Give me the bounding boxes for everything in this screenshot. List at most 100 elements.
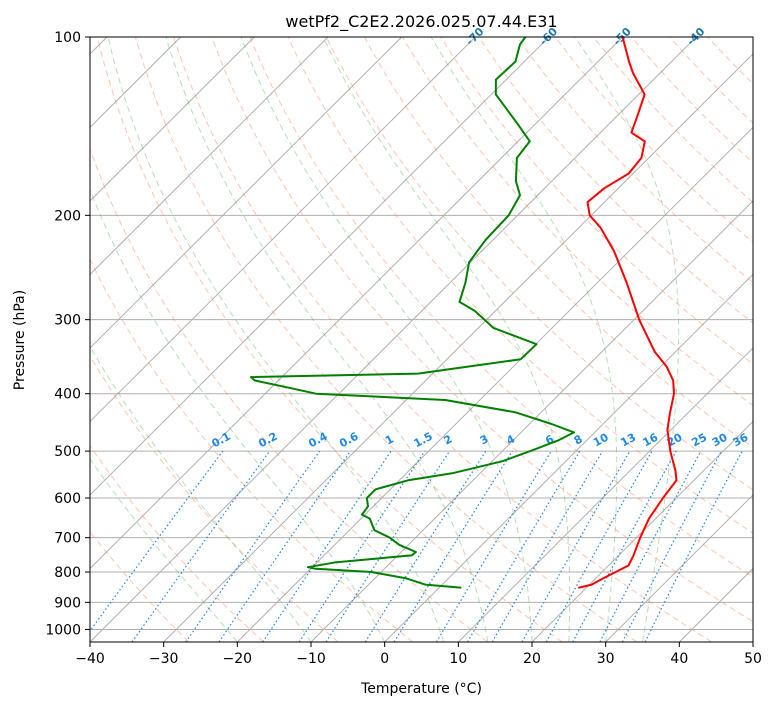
moist-adiabat-line	[90, 345, 312, 642]
moist-adiabat-line	[90, 458, 238, 642]
isotherm-line	[90, 37, 476, 423]
dry-adiabat-line	[669, 37, 753, 124]
x-tick-label: 10	[449, 651, 467, 667]
x-tick-label: 20	[523, 651, 541, 667]
isotherm-line	[90, 37, 329, 276]
x-tick-label: −10	[296, 651, 326, 667]
mixing-ratio-line	[521, 450, 631, 642]
mixing-ratio-label: 0.1	[210, 430, 233, 451]
dry-adiabat-line	[90, 444, 264, 642]
x-tick-label: 30	[597, 651, 615, 667]
dewpoint-profile-line	[249, 37, 575, 589]
isotherm-line	[90, 37, 697, 642]
mixing-ratio-line	[218, 450, 351, 642]
dry-adiabat-line	[631, 37, 753, 164]
x-tick-label: 40	[670, 651, 688, 667]
y-tick-label: 1000	[45, 622, 81, 638]
y-axis-label: Pressure (hPa)	[12, 290, 28, 390]
dry-adiabat-line	[134, 37, 638, 642]
isotherm-line	[384, 273, 753, 642]
dry-adiabat-line	[554, 37, 753, 243]
isotherm-line	[90, 37, 623, 570]
x-tick-label: −40	[75, 651, 105, 667]
x-tick-label: −20	[223, 651, 253, 667]
moist-adiabat-line	[574, 37, 680, 642]
dry-adiabat-line	[363, 37, 753, 448]
isotherm-line	[90, 37, 550, 496]
mixing-ratio-line	[90, 450, 224, 632]
mixing-ratio-label: 1.5	[412, 430, 435, 451]
isotherm-line	[531, 420, 753, 642]
dry-adiabat-line	[211, 37, 753, 623]
mixing-ratio-label: 0.2	[256, 430, 279, 451]
isotherm-line	[752, 641, 753, 642]
y-tick-label: 700	[54, 531, 81, 547]
dry-adiabat-line	[249, 37, 753, 578]
mixing-ratio-label: 4	[504, 432, 517, 447]
y-tick-label: 400	[54, 387, 81, 403]
y-tick-label: 600	[54, 491, 81, 507]
mixing-ratio-line	[572, 450, 677, 642]
y-tick-label: 800	[54, 565, 81, 581]
mixing-ratio-label: 0.4	[306, 430, 330, 451]
y-tick-label: 300	[54, 313, 81, 329]
mixing-ratio-label: 30	[710, 431, 730, 450]
plot-frame	[89, 36, 754, 643]
isotherm-line	[236, 126, 753, 642]
mixing-ratio-label: 13	[618, 431, 638, 450]
isotherm-line	[457, 347, 753, 642]
isotherm-line	[678, 567, 753, 642]
y-tick-label: 900	[54, 595, 81, 611]
isotherm-line	[605, 494, 753, 642]
dry-adiabat-line	[90, 147, 488, 642]
x-tick-label: −30	[149, 651, 179, 667]
x-axis-label: Temperature (°C)	[360, 681, 482, 697]
mixing-ratio-line	[185, 450, 321, 642]
moist-adiabat-line	[90, 188, 386, 642]
dry-adiabat-line	[516, 37, 753, 284]
dry-adiabat-line	[96, 37, 563, 642]
moist-adiabat-line	[107, 37, 445, 642]
y-tick-label: 200	[54, 208, 81, 224]
moist-adiabat-line	[240, 37, 533, 642]
dry-adiabat-line	[478, 37, 753, 324]
mixing-ratio-line	[435, 450, 552, 642]
dry-adiabat-line	[90, 258, 414, 642]
mixing-ratio-line	[466, 450, 581, 642]
isotherm-line	[90, 37, 402, 349]
moist-adiabat-line	[430, 37, 618, 642]
dry-adiabat-line	[90, 530, 190, 642]
x-tick-label: 50	[744, 651, 762, 667]
mixing-ratio-label: 10	[591, 431, 611, 450]
dry-adiabat-line	[90, 355, 339, 642]
temperature-profile-line	[578, 37, 678, 589]
mixing-ratio-label: 16	[641, 431, 661, 450]
dry-adiabat-line	[592, 37, 753, 204]
isotherm-line	[163, 53, 753, 642]
mixing-ratio-line	[599, 450, 702, 642]
x-tick-label: 0	[380, 651, 389, 667]
y-tick-label: 500	[54, 444, 81, 460]
moist-adiabat-line	[165, 37, 489, 642]
dry-adiabat-line	[173, 37, 712, 642]
dry-adiabat-line	[287, 37, 753, 534]
dry-adiabat-line	[325, 37, 753, 491]
dry-adiabat-line	[440, 37, 753, 365]
isotherm-line	[90, 37, 255, 202]
mixing-ratio-label: 2	[442, 432, 455, 447]
mixing-ratio-label: 36	[731, 431, 751, 450]
mixing-ratio-label: 1	[383, 432, 396, 447]
moist-adiabat-line	[322, 37, 571, 642]
dry-adiabat-line	[707, 37, 753, 85]
mixing-ratio-line	[545, 450, 653, 642]
mixing-ratio-line	[325, 450, 451, 642]
mixing-ratio-line	[491, 450, 604, 642]
chart-title: wetPf2_C2E2.2026.025.07.44.E31	[285, 12, 557, 32]
y-tick-label: 100	[54, 30, 81, 46]
mixing-ratio-label: 0.6	[337, 430, 361, 451]
mixing-ratio-line	[393, 450, 513, 642]
dry-adiabat-line	[402, 37, 753, 406]
mixing-ratio-line	[364, 450, 487, 642]
